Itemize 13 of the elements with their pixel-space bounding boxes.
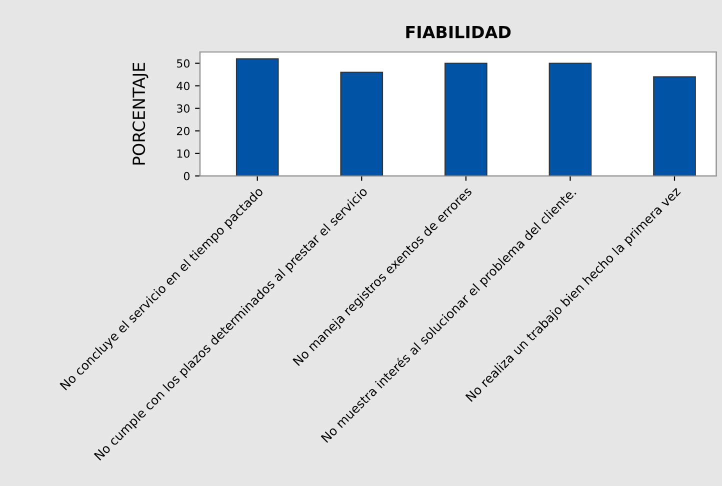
y-tick-label: 10 <box>177 149 190 158</box>
y-tick-label: 20 <box>176 126 190 136</box>
bar <box>236 58 279 176</box>
bar <box>444 62 488 176</box>
chart-title: FIABILIDAD <box>406 26 511 38</box>
y-tick-label: 30 <box>176 104 190 113</box>
y-tick-label: 50 <box>176 59 190 68</box>
bar <box>340 72 384 176</box>
y-tick-label: 40 <box>176 82 190 90</box>
bar <box>653 76 696 176</box>
y-tick-label: 0 <box>184 172 190 180</box>
y-axis-title: PORCENTAJE <box>132 62 148 164</box>
bar <box>548 62 592 176</box>
